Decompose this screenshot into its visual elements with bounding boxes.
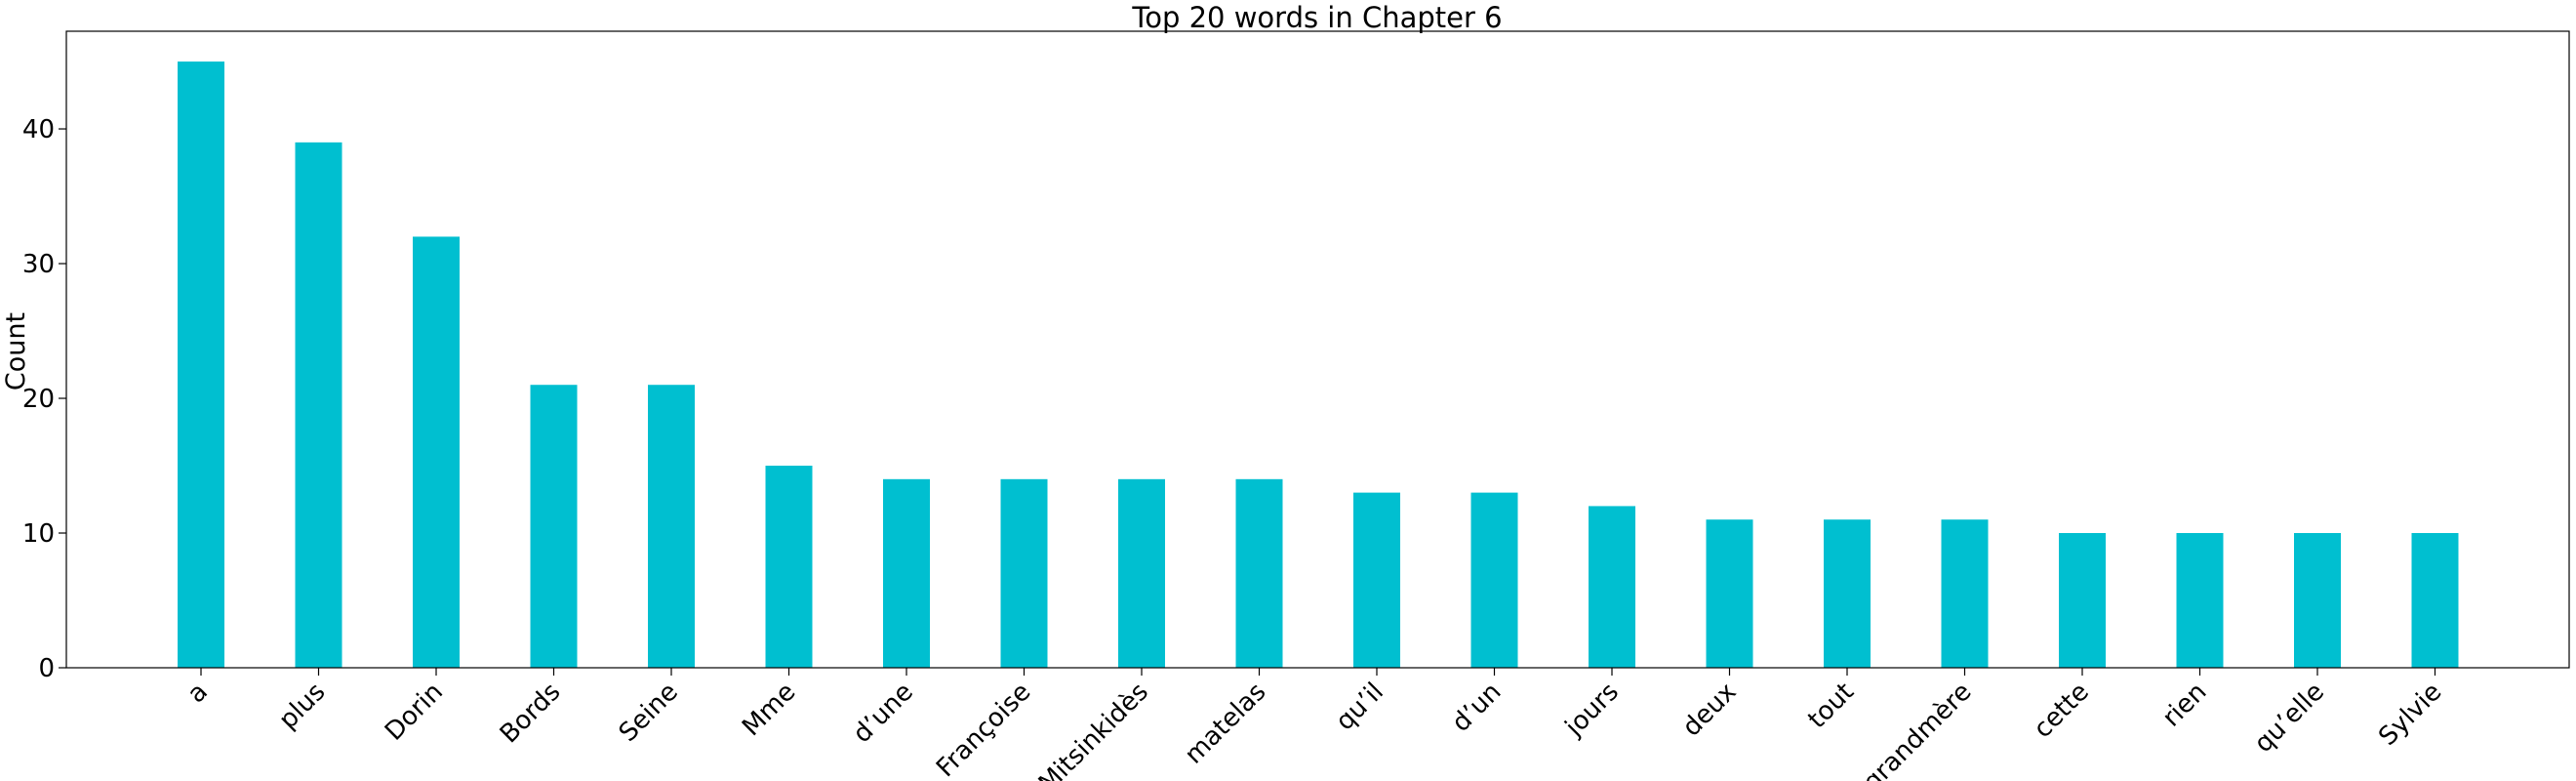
x-tick-label-11: qu’il: [1330, 678, 1389, 737]
bar-16: [1941, 519, 1989, 668]
x-tick-label-10: matelas: [1180, 678, 1272, 770]
bar-2: [295, 142, 342, 669]
bar-1: [178, 62, 224, 669]
chart-title: Top 20 words in Chapter 6: [1131, 1, 1502, 34]
y-tick-label-5: 40: [22, 115, 55, 144]
x-tick-label-16: grandmère: [1858, 678, 1978, 781]
x-tick-label-17: cette: [2029, 678, 2095, 744]
bar-3: [413, 236, 460, 668]
x-axis: a plus Dorin Bords Seine Mme d’une FrançoiseMit…: [181, 668, 2447, 781]
bar-4: [530, 385, 578, 668]
bar-10: [1235, 478, 1283, 668]
x-tick-label-8: Françoise: [931, 678, 1036, 781]
x-tick-label-5: Seine: [614, 678, 684, 748]
x-tick-label-4: Bords: [495, 678, 567, 750]
y-tick-label-4: 30: [22, 250, 55, 279]
y-axis: 0 10 20 30 40: [22, 115, 66, 683]
y-axis-label: Count: [1, 312, 31, 390]
x-tick-label-20: Sylvie: [2373, 678, 2447, 752]
x-tick-label-2: plus: [273, 678, 331, 735]
y-tick-label-1: 0: [38, 654, 55, 683]
plot-frame: [65, 30, 2570, 669]
bar-18: [2176, 533, 2224, 668]
x-tick-label-19: qu’elle: [2249, 678, 2330, 759]
bar-7: [883, 478, 930, 668]
bar-20: [2411, 533, 2459, 668]
bar-13: [1589, 506, 1635, 668]
bar-17: [2059, 533, 2106, 668]
bar-9: [1118, 478, 1165, 668]
x-tick-label-15: tout: [1802, 678, 1860, 735]
bar-8: [1000, 478, 1048, 668]
y-tick-label-3: 20: [22, 385, 55, 414]
x-tick-label-7: d’une: [848, 678, 919, 749]
x-tick-label-9: Mitsinkidès: [1033, 678, 1154, 781]
y-tick-label-2: 10: [22, 519, 55, 549]
bars-group: [178, 62, 2459, 669]
bar-15: [1824, 519, 1871, 668]
x-tick-label-14: deux: [1677, 678, 1743, 743]
x-tick-label-13: jours: [1559, 678, 1625, 743]
bar-19: [2294, 533, 2341, 668]
x-tick-label-3: Dorin: [380, 678, 449, 747]
x-tick-label-1: a: [181, 678, 213, 709]
bar-12: [1470, 492, 1518, 668]
x-tick-label-12: d’un: [1446, 678, 1507, 738]
bar-11: [1353, 492, 1400, 668]
bar-6: [765, 466, 813, 668]
bar-14: [1706, 519, 1753, 668]
bar-5: [648, 385, 695, 668]
x-tick-label-6: Mme: [737, 678, 801, 742]
x-tick-label-18: rien: [2157, 678, 2213, 733]
